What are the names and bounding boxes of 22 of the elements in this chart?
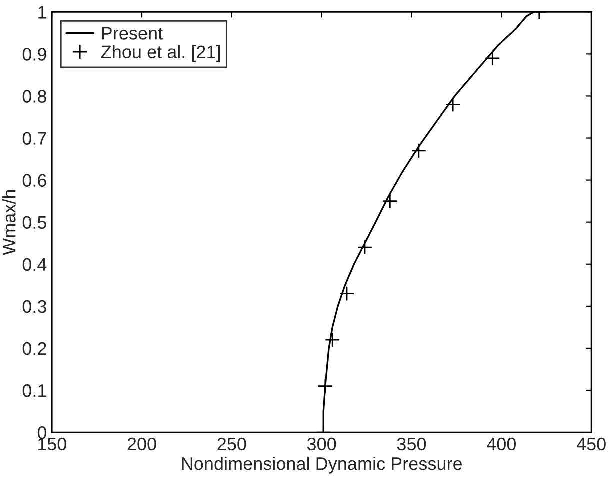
- x-tick-label: 450: [576, 438, 606, 451]
- y-tick-label: 0.1: [22, 384, 46, 398]
- x-tick-label: 350: [397, 438, 426, 451]
- x-axis-title: Nondimensional Dynamic Pressure: [182, 457, 462, 474]
- legend-label: Present: [102, 27, 163, 40]
- x-tick-label: 300: [307, 438, 336, 451]
- x-tick-label: 150: [38, 438, 66, 451]
- x-tick-label: 400: [486, 438, 516, 451]
- y-tick-label: 0.5: [22, 216, 46, 230]
- y-tick-label: 0.9: [22, 48, 46, 61]
- x-tick-label: 200: [128, 438, 156, 451]
- y-tick-label: 0.3: [22, 300, 46, 314]
- y-axis-title: Wmax/h: [2, 190, 16, 256]
- x-tick-label: 250: [218, 438, 246, 451]
- y-tick-label: 0.2: [22, 342, 46, 356]
- y-tick-label: 1: [38, 6, 46, 19]
- y-tick-label: 0.4: [22, 258, 47, 272]
- legend-label: Zhou et al. [21]: [101, 45, 220, 62]
- y-tick-label: 0: [38, 426, 47, 440]
- y-tick-label: 0.6: [22, 174, 46, 188]
- y-tick-label: 0.7: [22, 132, 46, 145]
- y-tick-label: 0.8: [22, 90, 46, 103]
